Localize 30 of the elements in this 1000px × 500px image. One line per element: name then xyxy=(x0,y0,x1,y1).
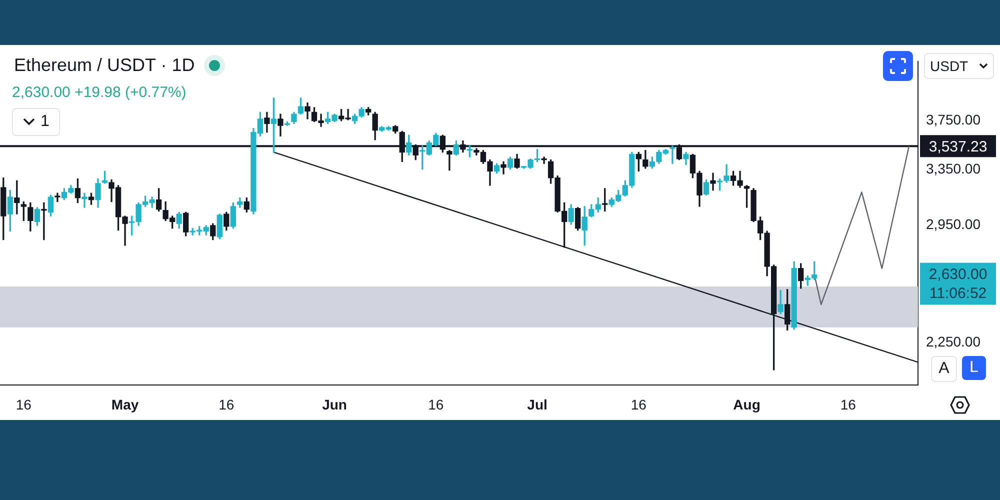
text: 11:06:52 xyxy=(929,284,987,302)
x-tick-label: Jun xyxy=(322,396,347,412)
x-tick-label: 16 xyxy=(218,396,234,412)
annotation: 1 xyxy=(40,113,50,131)
x-tick-label: May xyxy=(111,396,139,412)
x-tick-label: 16 xyxy=(840,396,856,412)
chart-title: Ethereum / USDT · 1D xyxy=(14,55,195,76)
y-tick-label: 2,950.00 xyxy=(926,216,981,232)
text: A xyxy=(931,356,957,382)
candlestick xyxy=(82,192,88,208)
candlestick xyxy=(54,192,60,202)
candlestick xyxy=(670,145,676,164)
candlestick xyxy=(446,150,452,171)
y-tick-label: 2,250.00 xyxy=(926,333,981,350)
y-tick-label: 3,750.00 xyxy=(926,112,981,128)
text: 2,630.00 +19.98 (+0.77%) xyxy=(12,84,186,101)
x-tick-label: 16 xyxy=(16,396,32,412)
x-tick-label: Aug xyxy=(733,396,760,412)
ref-line-label: 3,537.23 xyxy=(928,138,988,156)
candlestick xyxy=(710,172,716,191)
y-tick-label: 3,350.00 xyxy=(926,160,981,177)
y-axis-title: USDT xyxy=(930,58,968,74)
candlestick xyxy=(41,202,47,240)
text: 2,630.00 xyxy=(928,266,988,283)
x-tick-label: 16 xyxy=(630,396,647,412)
x-tick-label: 16 xyxy=(428,396,444,412)
x-tick-label: Jul xyxy=(527,396,548,412)
candlestick xyxy=(541,156,547,164)
text: L xyxy=(962,356,986,380)
candlestick xyxy=(500,161,506,174)
